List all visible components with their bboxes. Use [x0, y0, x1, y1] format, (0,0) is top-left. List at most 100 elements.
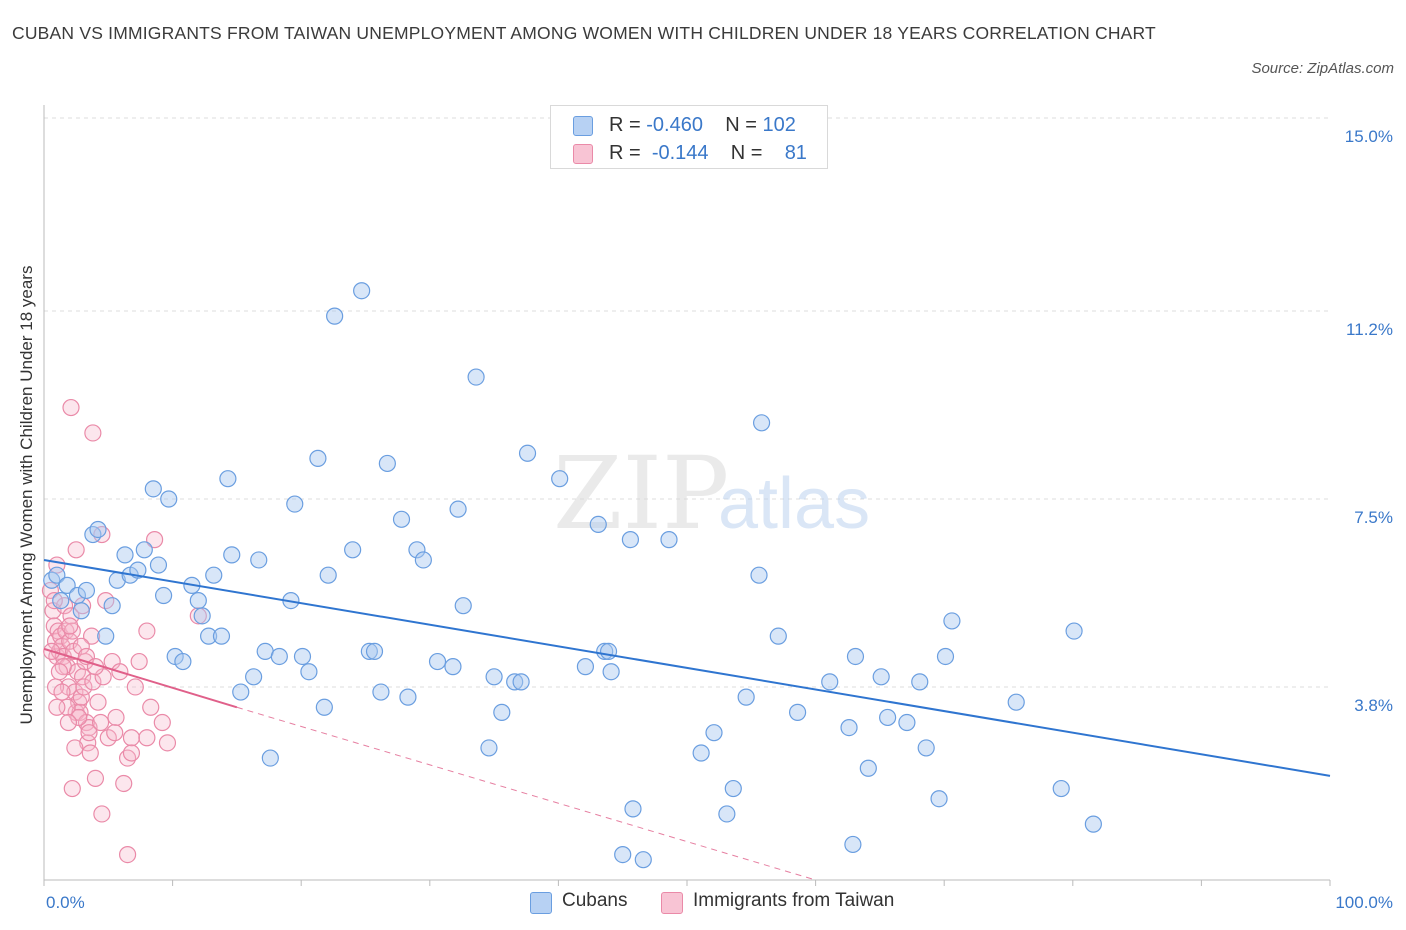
watermark-atlas: atlas — [718, 464, 870, 544]
legend-n-label: N = — [730, 142, 769, 164]
taiwan-trend-line — [43, 647, 238, 709]
chart-title: CUBAN VS IMMIGRANTS FROM TAIWAN UNEMPLOY… — [12, 23, 1156, 43]
taiwan-point — [53, 683, 71, 701]
cuban-point — [454, 597, 472, 615]
legend-n-label: N = — [725, 114, 763, 136]
cuban-point — [360, 642, 378, 661]
cuban-point — [135, 541, 153, 559]
legend-n-value: 81 — [784, 142, 807, 164]
cuban-point — [200, 627, 218, 645]
cuban-point — [58, 576, 76, 594]
taiwan-point — [142, 698, 160, 716]
taiwan-point — [67, 541, 85, 559]
cuban-point — [599, 642, 618, 661]
taiwan-point — [66, 739, 84, 757]
cuban-point — [752, 414, 771, 432]
bottom-legend-swatch-blue — [530, 892, 552, 914]
taiwan-point — [70, 708, 88, 727]
cuban-point — [116, 546, 134, 564]
cuban-point — [911, 673, 929, 691]
y-tick-label: 7.5% — [1354, 508, 1393, 527]
taiwan-point — [72, 637, 90, 655]
cuban-point — [1052, 779, 1070, 798]
taiwan-trend-extension — [236, 706, 816, 881]
cuban-point — [444, 658, 462, 676]
taiwan-point — [107, 708, 125, 727]
cuban-point — [245, 668, 263, 686]
cuban-point — [72, 602, 90, 620]
taiwan-point — [61, 617, 79, 635]
cuban-point — [846, 647, 865, 666]
cuban-point — [174, 652, 192, 671]
cuban-point — [1007, 693, 1025, 711]
cuban-point — [930, 790, 948, 808]
cuban-point — [485, 668, 503, 686]
legend-r-label: R = — [609, 114, 647, 136]
legend-r-label: R = — [609, 142, 647, 164]
cuban-point — [270, 647, 288, 666]
cuban-point — [103, 597, 121, 615]
cuban-point — [399, 688, 417, 706]
cuban-point — [576, 658, 595, 676]
cuban-point — [309, 449, 327, 467]
cuban-point — [219, 470, 237, 488]
taiwan-point — [62, 398, 80, 417]
source-label: Source: ZipAtlas.com — [1251, 60, 1394, 77]
cuban-point — [378, 454, 396, 473]
legend-swatch-pink — [573, 144, 593, 164]
cuban-point — [917, 739, 935, 757]
taiwan-point — [189, 607, 207, 625]
cuban-point — [428, 652, 447, 671]
cuban-point — [602, 663, 620, 681]
y-tick-label: 3.8% — [1354, 696, 1393, 715]
cuban-point — [89, 520, 107, 539]
taiwan-point — [122, 744, 141, 762]
legend-r-value: -0.460 — [646, 114, 703, 136]
bottom-legend-label: Immigrants from Taiwan — [693, 890, 895, 911]
taiwan-point — [153, 713, 171, 732]
cuban-point — [589, 515, 607, 534]
taiwan-point — [63, 779, 81, 798]
cuban-point — [788, 703, 807, 721]
cuban-point — [154, 586, 173, 605]
cuban-point — [300, 663, 318, 681]
cuban-point — [315, 698, 333, 716]
cuban-point — [737, 688, 755, 706]
taiwan-point — [91, 713, 110, 732]
taiwan-point — [81, 744, 99, 762]
cuban-point — [879, 708, 897, 727]
taiwan-point — [50, 663, 69, 681]
cuban-point — [353, 282, 371, 300]
cuban-point — [160, 490, 178, 508]
cuban-point — [189, 591, 207, 610]
cuban-point — [872, 668, 890, 686]
cuban-point — [250, 551, 268, 569]
cuban-point — [512, 673, 530, 691]
cuban-point — [319, 566, 337, 584]
axes — [43, 105, 1331, 886]
cuban-points — [43, 282, 1102, 869]
cuban-point — [1084, 815, 1102, 833]
cuban-point — [1065, 622, 1083, 640]
grid-lines — [44, 117, 1330, 688]
taiwan-point — [82, 627, 101, 645]
cuban-point — [205, 566, 223, 584]
cuban-point — [467, 368, 485, 386]
taiwan-point — [45, 591, 63, 610]
cuban-point — [293, 647, 312, 666]
taiwan-point — [122, 729, 141, 747]
x-tick-label: 100.0% — [1335, 893, 1393, 912]
taiwan-point — [130, 652, 148, 671]
y-tick-label: 11.2% — [1346, 320, 1393, 339]
cuban-point — [614, 845, 632, 864]
cuban-point — [408, 541, 426, 559]
cuban-point — [692, 744, 710, 762]
cuban-point — [660, 531, 678, 549]
taiwan-point — [106, 724, 124, 742]
taiwan-point — [84, 424, 102, 442]
cuban-point — [621, 531, 640, 549]
taiwan-point — [138, 622, 156, 640]
cuban-point — [821, 673, 839, 691]
cuban-point — [43, 571, 61, 589]
